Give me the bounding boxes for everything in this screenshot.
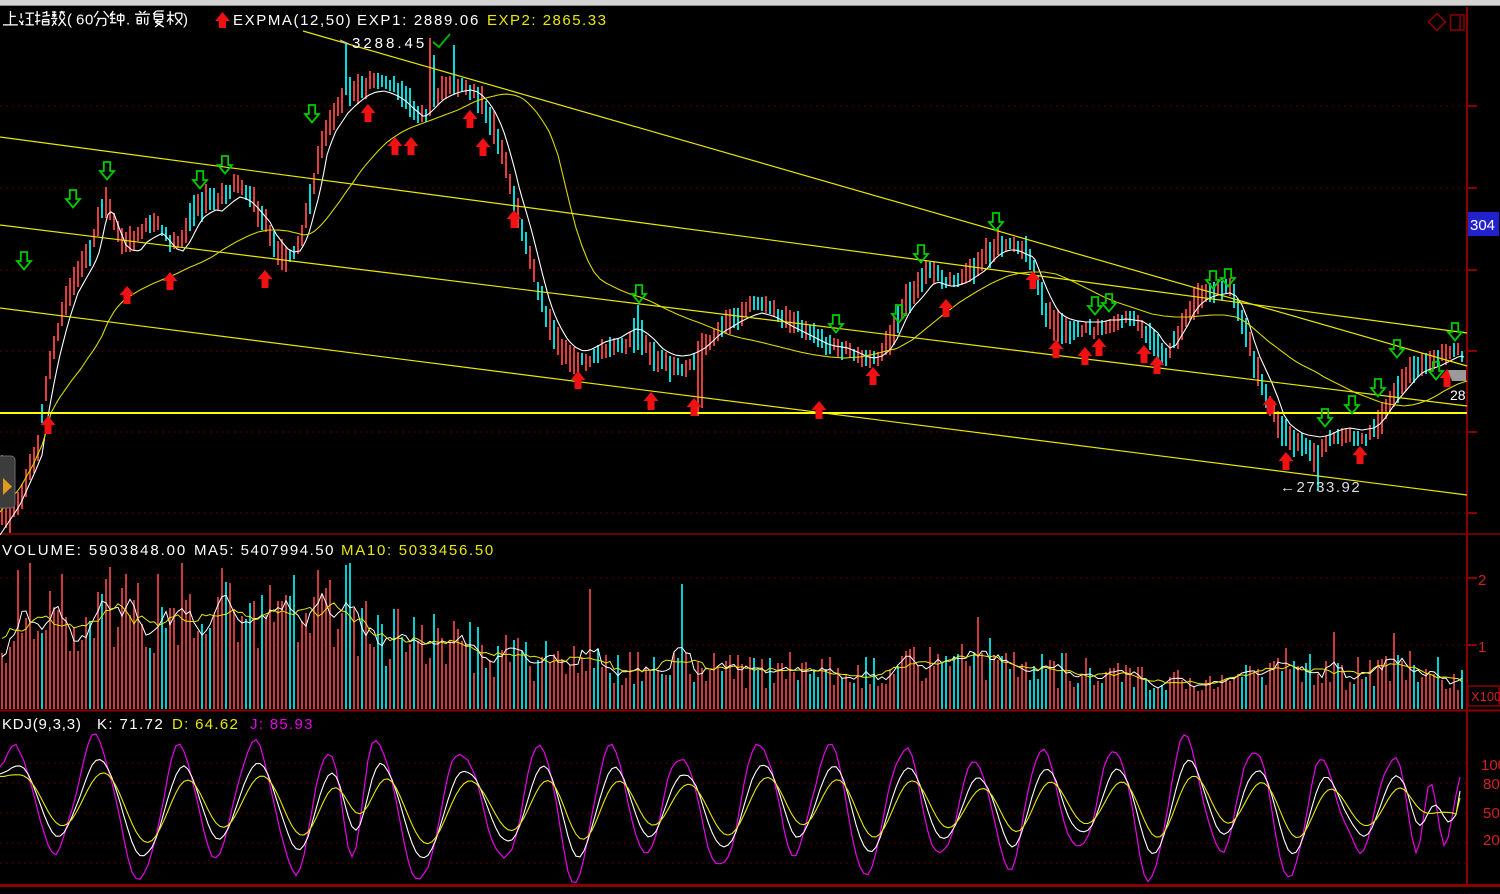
svg-text:28: 28 xyxy=(1450,387,1466,403)
svg-text:2: 2 xyxy=(1478,572,1486,589)
svg-text:(: ( xyxy=(67,12,72,29)
svg-text:EXP2: 2865.33: EXP2: 2865.33 xyxy=(487,12,607,29)
svg-text:X100: X100 xyxy=(1471,689,1500,704)
svg-text:J: 85.93: J: 85.93 xyxy=(250,716,314,733)
svg-text:MA5: 5407994.50: MA5: 5407994.50 xyxy=(194,542,335,559)
svg-text:20: 20 xyxy=(1483,832,1500,849)
svg-text:EXPMA(12,50): EXPMA(12,50) xyxy=(233,12,352,29)
svg-text:←2733.92: ←2733.92 xyxy=(1280,479,1361,496)
svg-text:D: 64.62: D: 64.62 xyxy=(172,716,239,733)
svg-text:0: 0 xyxy=(85,12,93,29)
svg-text:304: 304 xyxy=(1470,217,1495,234)
svg-text:1: 1 xyxy=(1478,639,1486,656)
svg-text:): ) xyxy=(183,12,188,29)
svg-text:100: 100 xyxy=(1481,757,1500,774)
svg-text:KDJ(9,3,3): KDJ(9,3,3) xyxy=(2,716,82,733)
svg-text:.: . xyxy=(126,12,130,29)
svg-text:VOLUME: 5903848.00: VOLUME: 5903848.00 xyxy=(2,542,187,559)
svg-text:3288.45: 3288.45 xyxy=(352,35,427,52)
svg-text:K: 71.72: K: 71.72 xyxy=(97,716,164,733)
svg-text:50: 50 xyxy=(1483,805,1500,822)
svg-text:MA10: 5033456.50: MA10: 5033456.50 xyxy=(341,542,495,559)
svg-text:6: 6 xyxy=(76,12,84,29)
svg-text:80: 80 xyxy=(1483,776,1500,793)
svg-text:EXP1: 2889.06: EXP1: 2889.06 xyxy=(357,12,480,29)
